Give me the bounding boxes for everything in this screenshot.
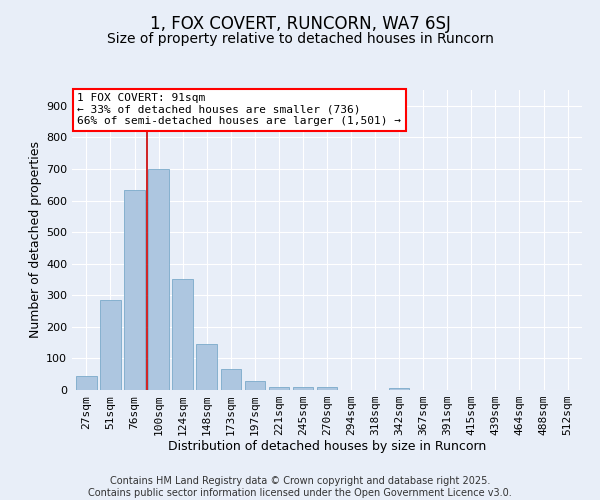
Bar bbox=[389, 388, 409, 390]
Bar bbox=[124, 190, 145, 390]
Text: Contains HM Land Registry data © Crown copyright and database right 2025.
Contai: Contains HM Land Registry data © Crown c… bbox=[88, 476, 512, 498]
Bar bbox=[76, 376, 97, 390]
Text: Size of property relative to detached houses in Runcorn: Size of property relative to detached ho… bbox=[107, 32, 493, 46]
X-axis label: Distribution of detached houses by size in Runcorn: Distribution of detached houses by size … bbox=[168, 440, 486, 452]
Bar bbox=[269, 387, 289, 390]
Bar bbox=[221, 370, 241, 390]
Bar bbox=[317, 387, 337, 390]
Text: 1, FOX COVERT, RUNCORN, WA7 6SJ: 1, FOX COVERT, RUNCORN, WA7 6SJ bbox=[149, 15, 451, 33]
Bar bbox=[148, 169, 169, 390]
Y-axis label: Number of detached properties: Number of detached properties bbox=[29, 142, 42, 338]
Bar bbox=[196, 344, 217, 390]
Bar bbox=[172, 280, 193, 390]
Bar bbox=[100, 300, 121, 390]
Bar bbox=[245, 380, 265, 390]
Text: 1 FOX COVERT: 91sqm
← 33% of detached houses are smaller (736)
66% of semi-detac: 1 FOX COVERT: 91sqm ← 33% of detached ho… bbox=[77, 93, 401, 126]
Bar bbox=[293, 387, 313, 390]
